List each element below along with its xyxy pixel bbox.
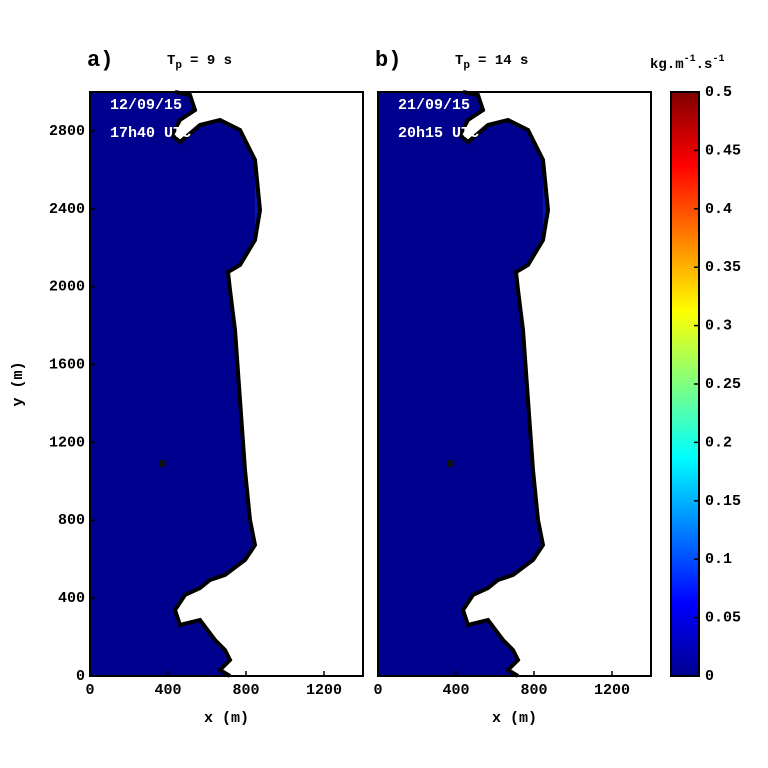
panel: 0 400 800 1200 x (m) b) Tp = 14 s 21/09/15 20h15 … xyxy=(373,48,652,727)
panel-label: b) xyxy=(375,48,401,73)
y-tick-label: 1600 xyxy=(49,357,85,374)
colorbar-tick-label: 0.45 xyxy=(705,142,741,159)
colorbar-tick-label: 0.5 xyxy=(705,84,732,101)
period-label: Tp = 14 s xyxy=(455,53,528,72)
x-axis-label: x (m) xyxy=(492,710,537,727)
land xyxy=(172,92,363,676)
unit-base: kg.m xyxy=(650,57,684,73)
date-label: 12/09/15 xyxy=(110,97,182,114)
y-tick-label: 0 xyxy=(76,668,85,685)
panel-label: a) xyxy=(87,48,113,73)
period-text: = 14 s xyxy=(478,53,528,69)
land xyxy=(460,92,651,676)
colorbar-tick-label: 0.4 xyxy=(705,201,732,218)
colorbar-tick-label: 0.3 xyxy=(705,318,732,335)
x-tick-label: 1200 xyxy=(594,682,630,699)
colorbar-tick-label: 0.35 xyxy=(705,259,741,276)
x-tick-label: 800 xyxy=(232,682,259,699)
time-label: 20h15 UTC xyxy=(398,125,479,142)
x-tick-label: 1200 xyxy=(306,682,342,699)
colorbar-label: kg.m-1.s-1 xyxy=(650,54,724,73)
x-axis-label: x (m) xyxy=(204,710,249,727)
panel: 0 400 800 1200 0 400 800 1200 1600 2000 2400 2800 x … xyxy=(10,48,364,727)
colorbar-tick-label: 0.25 xyxy=(705,376,741,393)
unit-mid: .s xyxy=(696,57,713,73)
colorbar-tick-label: 0.2 xyxy=(705,434,732,451)
y-tick-label: 1200 xyxy=(49,434,85,451)
period-text: = 9 s xyxy=(190,53,232,69)
x-tick-label: 800 xyxy=(520,682,547,699)
y-axis-label: y (m) xyxy=(10,361,27,406)
y-tick-label: 2400 xyxy=(49,201,85,218)
unit-exp: -1 xyxy=(684,54,696,65)
period-label: Tp = 9 s xyxy=(167,53,232,72)
coastline xyxy=(457,90,551,678)
sensor-marker xyxy=(159,460,166,467)
date-label: 21/09/15 xyxy=(398,97,470,114)
period-subscript: p xyxy=(463,60,470,72)
plot-frame xyxy=(89,91,364,677)
period-symbol: T xyxy=(167,53,175,69)
x-tick-label: 0 xyxy=(85,682,94,699)
colorbar-tick-label: 0.1 xyxy=(705,551,732,568)
x-tick-label: 400 xyxy=(154,682,181,699)
y-tick-label: 2800 xyxy=(49,123,85,140)
colorbar-tick-label: 0.15 xyxy=(705,493,741,510)
colorbar-tick-label: 0.05 xyxy=(705,610,741,627)
period-subscript: p xyxy=(175,60,182,72)
coastline xyxy=(169,90,263,678)
time-label: 17h40 UTC xyxy=(110,125,191,142)
x-tick-label: 400 xyxy=(442,682,469,699)
period-symbol: T xyxy=(455,53,463,69)
unit-exp: -1 xyxy=(712,54,724,65)
y-tick-label: 400 xyxy=(58,590,85,607)
y-tick-label: 800 xyxy=(58,512,85,529)
sensor-marker xyxy=(447,460,454,467)
colorbar-tick-label: 0 xyxy=(705,668,714,685)
y-tick-label: 2000 xyxy=(49,279,85,296)
x-tick-label: 0 xyxy=(373,682,382,699)
plot-frame xyxy=(377,91,652,677)
